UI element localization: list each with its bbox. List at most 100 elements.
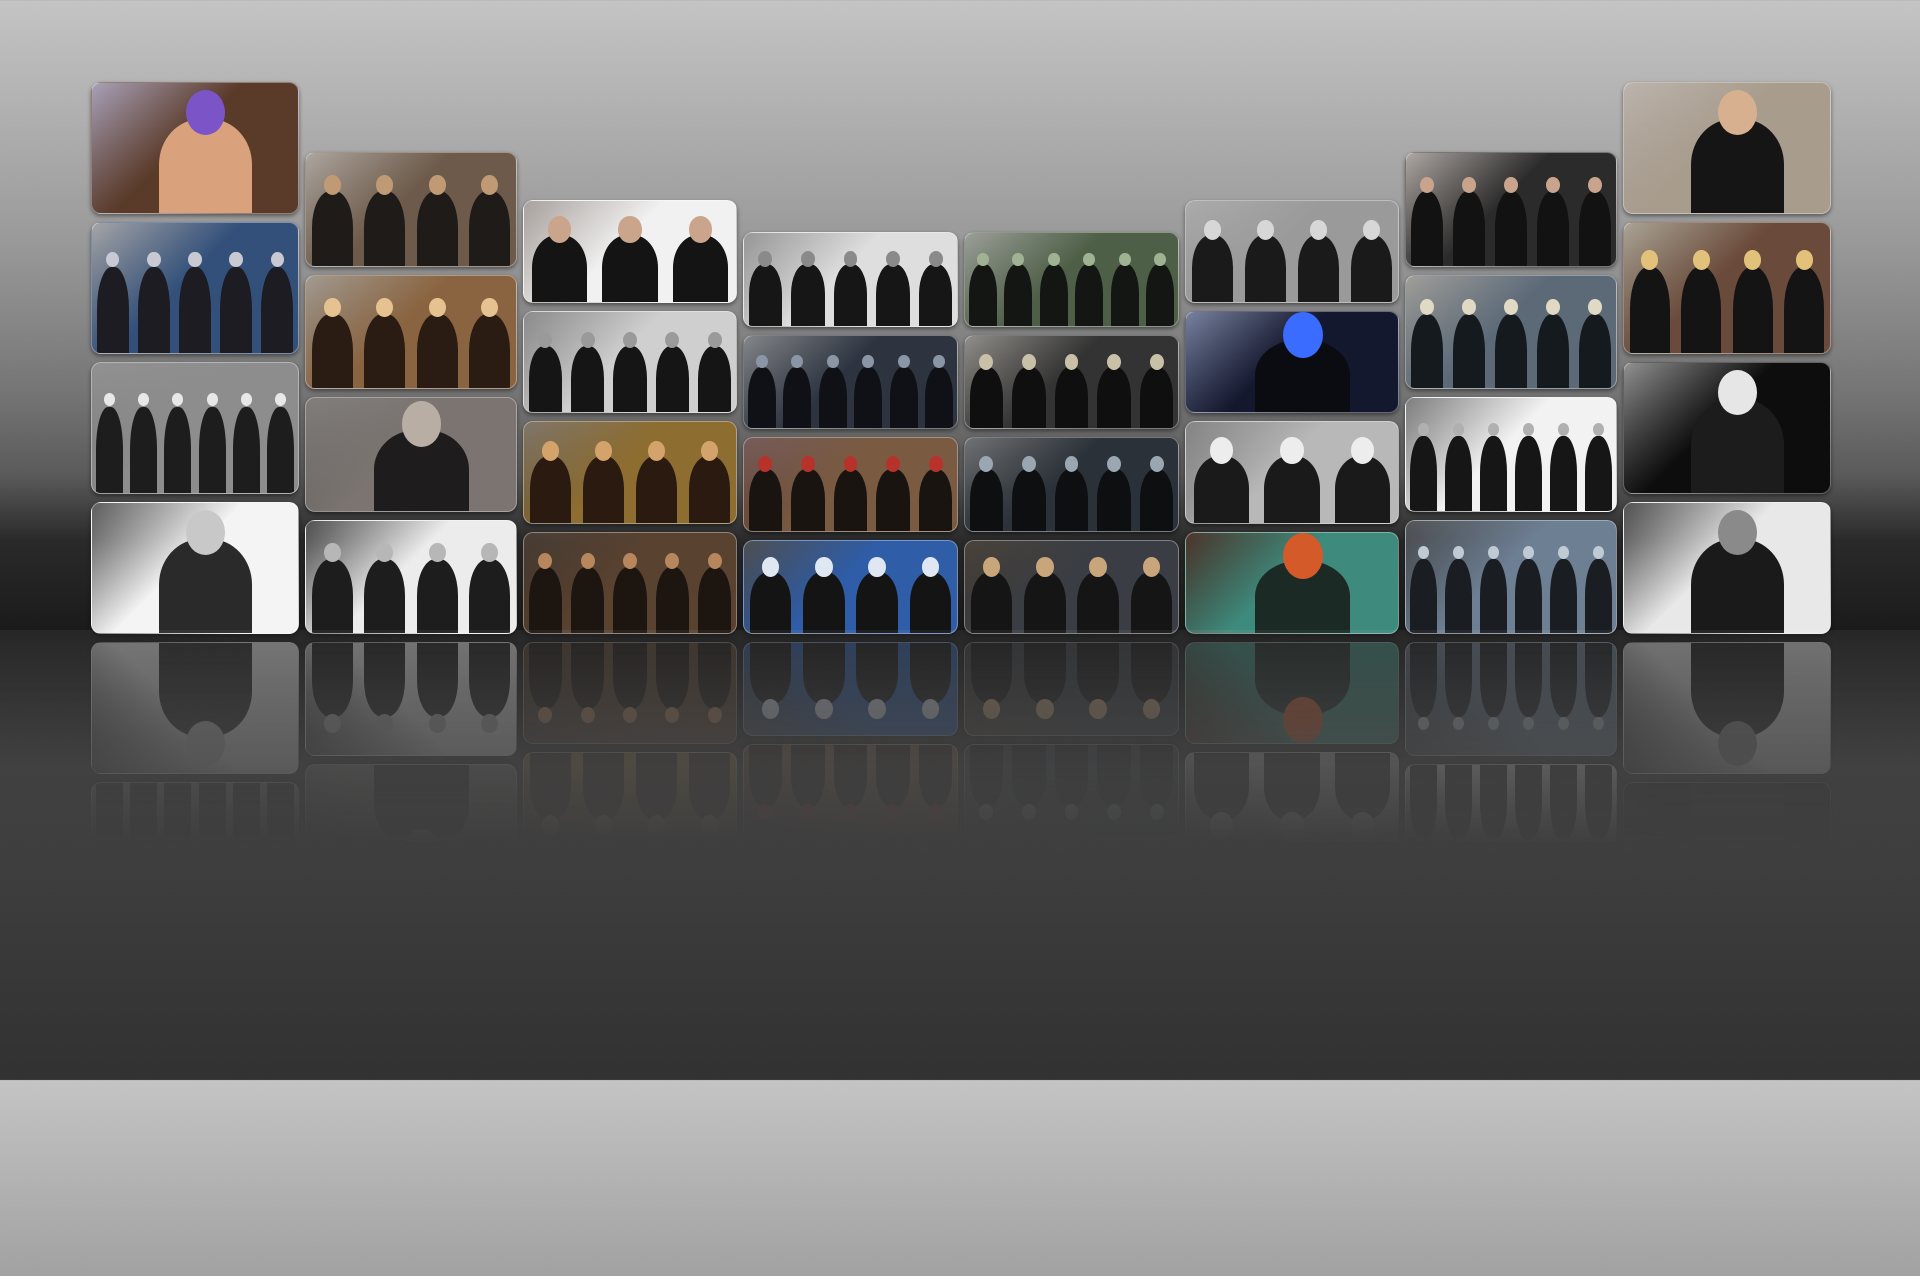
- photo-tile[interactable]: [305, 274, 517, 389]
- person-head: [172, 393, 184, 407]
- photo-tile[interactable]: [1623, 1062, 1831, 1194]
- person-head: [428, 1081, 446, 1101]
- person-figure: [803, 571, 845, 634]
- photo-tile[interactable]: [964, 334, 1179, 429]
- person-head: [1203, 219, 1222, 240]
- person-figure: [130, 407, 157, 493]
- photo-tile[interactable]: [523, 200, 737, 303]
- photo-tile[interactable]: [91, 502, 299, 634]
- person-figure: [925, 366, 954, 429]
- person-figure: [969, 469, 1003, 531]
- photo-tile[interactable]: [1405, 519, 1617, 634]
- photo-tile[interactable]: [91, 82, 299, 214]
- photo-tile[interactable]: [964, 539, 1179, 634]
- person-figure: [1410, 313, 1444, 389]
- person-head: [1452, 423, 1465, 437]
- photo-tile[interactable]: [1623, 222, 1831, 354]
- photo-tile[interactable]: [1623, 82, 1831, 214]
- person-figure: [582, 456, 625, 523]
- person-figure: [416, 558, 458, 634]
- person-figure: [748, 469, 782, 531]
- person-figure: [1097, 366, 1131, 429]
- photo-tile[interactable]: [1185, 421, 1399, 524]
- person-figure: [1690, 119, 1784, 213]
- person-figure: [137, 267, 170, 353]
- person-head: [761, 556, 780, 577]
- person-figure: [791, 264, 825, 326]
- person-figure: [1578, 191, 1612, 266]
- photo-tile[interactable]: [964, 437, 1179, 532]
- person-figure: [1681, 267, 1722, 353]
- person-figure: [613, 566, 647, 634]
- person-head: [886, 251, 901, 268]
- photo-tile[interactable]: [305, 152, 517, 267]
- person-head: [323, 175, 341, 195]
- person-figure: [158, 539, 252, 633]
- person-head: [1487, 545, 1500, 559]
- person-head: [185, 90, 225, 135]
- person-head: [1717, 1141, 1757, 1186]
- person-figure: [1097, 469, 1131, 531]
- person-figure: [364, 558, 406, 634]
- person-head: [1154, 252, 1167, 266]
- person-figure: [233, 407, 260, 493]
- person-head: [275, 393, 287, 407]
- photo-tile[interactable]: [305, 397, 517, 512]
- person-head: [1546, 299, 1560, 316]
- person-head: [323, 1081, 341, 1101]
- person-head: [1462, 176, 1476, 193]
- person-head: [206, 393, 218, 407]
- photo-tile[interactable]: [523, 310, 737, 413]
- person-figure: [1514, 436, 1543, 511]
- person-figure: [1140, 469, 1174, 531]
- person-head: [1522, 545, 1535, 559]
- photo-tile[interactable]: [91, 222, 299, 354]
- photo-tile[interactable]: [91, 362, 299, 494]
- person-figure: [416, 191, 458, 266]
- photo-tile[interactable]: [91, 1062, 299, 1194]
- photo-tile[interactable]: [1405, 274, 1617, 389]
- person-head: [428, 542, 446, 563]
- person-head: [700, 440, 719, 461]
- person-figure: [919, 264, 953, 326]
- photo-tile[interactable]: [1623, 502, 1831, 634]
- photo-tile[interactable]: [743, 437, 958, 532]
- photo-tile[interactable]: [1185, 310, 1399, 413]
- person-figure: [1191, 235, 1234, 302]
- person-figure: [1549, 558, 1578, 634]
- photo-tile[interactable]: [523, 531, 737, 634]
- photo-tile[interactable]: [1405, 397, 1617, 512]
- person-figure: [1578, 313, 1612, 389]
- photo-tile[interactable]: [964, 232, 1179, 327]
- person-figure: [655, 566, 689, 634]
- person-head: [547, 216, 571, 244]
- photo-tile[interactable]: [743, 232, 958, 327]
- person-figure: [698, 566, 732, 634]
- photo-tile[interactable]: [1185, 531, 1399, 634]
- photo-tile[interactable]: [1405, 152, 1617, 267]
- photo-tile[interactable]: [1623, 362, 1831, 494]
- person-figure: [854, 366, 883, 429]
- person-head: [147, 251, 161, 268]
- person-head: [665, 553, 680, 569]
- person-head: [376, 297, 394, 318]
- photo-tile[interactable]: [743, 334, 958, 429]
- photo-tile[interactable]: [743, 539, 958, 634]
- person-head: [1692, 250, 1710, 270]
- person-head: [137, 393, 150, 407]
- photo-tile[interactable]: [523, 421, 737, 524]
- person-figure: [1514, 558, 1543, 634]
- person-head: [862, 355, 875, 369]
- person-head: [928, 251, 943, 268]
- person-head: [921, 556, 940, 577]
- person-head: [1118, 252, 1131, 266]
- person-head: [1417, 423, 1430, 437]
- photo-tile[interactable]: [305, 519, 517, 634]
- person-head: [229, 251, 243, 268]
- person-head: [185, 510, 225, 555]
- photo-tile[interactable]: [1185, 200, 1399, 303]
- person-head: [1744, 250, 1762, 270]
- person-figure: [1479, 558, 1508, 634]
- person-head: [103, 393, 115, 407]
- person-head: [623, 332, 637, 348]
